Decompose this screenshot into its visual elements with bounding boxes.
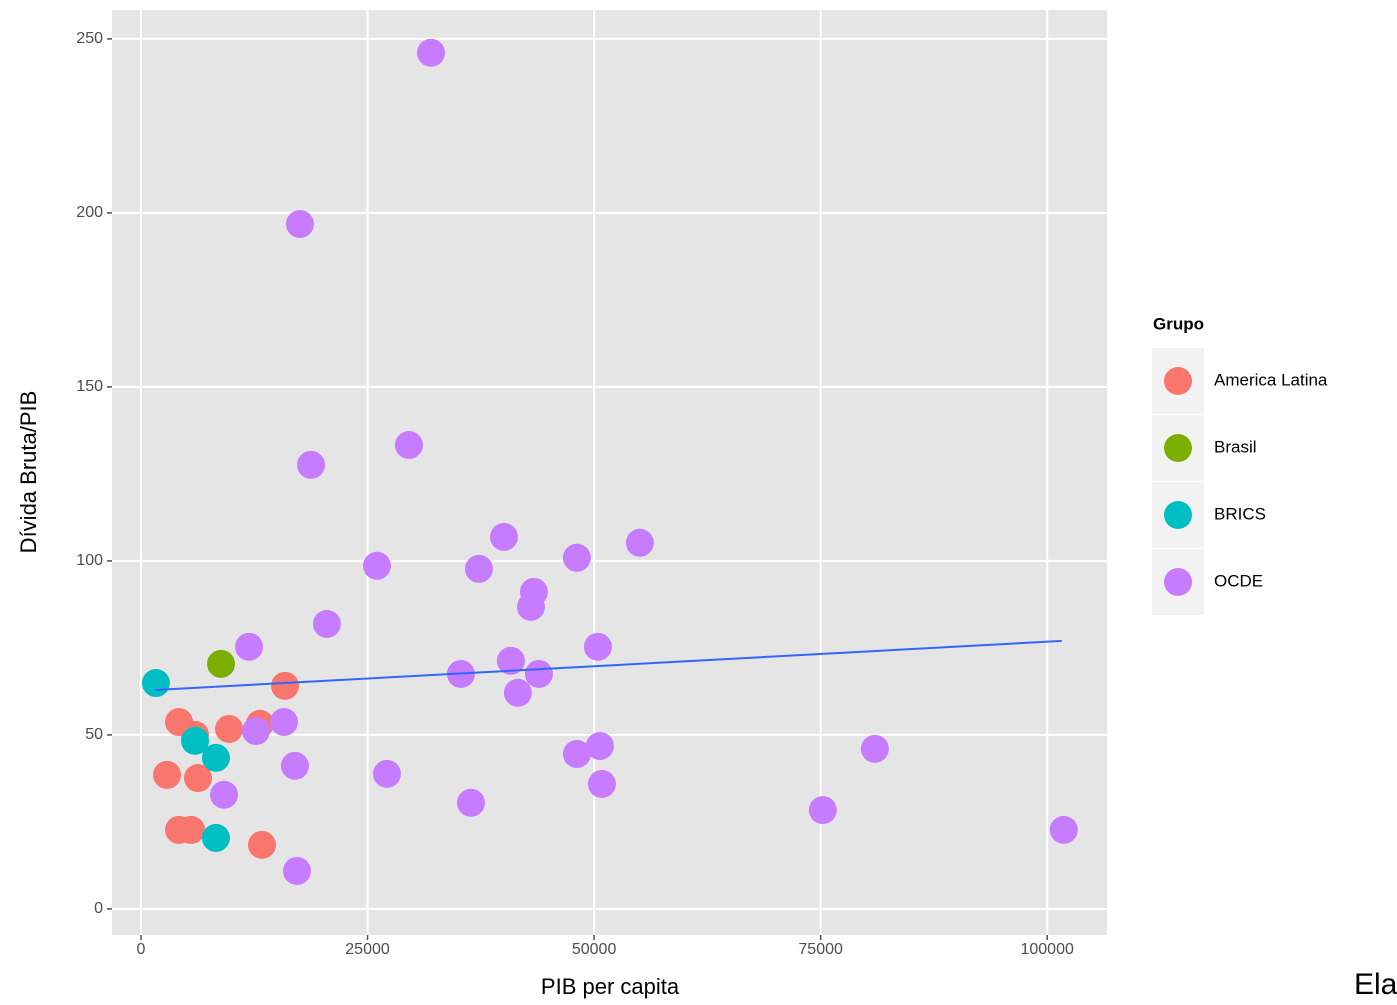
point	[269, 708, 298, 737]
y-tick-label: 50	[85, 726, 103, 743]
caption: Ela	[1354, 968, 1397, 1001]
point	[496, 646, 525, 675]
x-tick-label: 75000	[798, 941, 843, 958]
point	[241, 717, 270, 746]
point	[183, 764, 212, 793]
point	[625, 528, 654, 557]
legend-title: Grupo	[1153, 314, 1204, 333]
point	[247, 830, 276, 859]
legend-swatch	[1164, 367, 1192, 395]
point	[808, 796, 837, 825]
point	[587, 769, 616, 798]
y-tick-label: 200	[76, 204, 103, 221]
point	[312, 609, 341, 638]
point	[456, 788, 485, 817]
point	[270, 671, 299, 700]
point	[394, 431, 423, 460]
point	[297, 450, 325, 479]
point	[285, 210, 314, 239]
point	[201, 743, 230, 772]
y-tick-label: 150	[76, 378, 103, 395]
point	[362, 551, 391, 580]
legend-swatch	[1164, 434, 1192, 462]
point	[503, 678, 532, 707]
point	[524, 659, 553, 688]
legend-label: Brasil	[1214, 437, 1257, 456]
point	[141, 669, 170, 698]
plot-panel	[112, 10, 1107, 935]
point	[181, 726, 210, 755]
y-tick-label: 100	[76, 552, 103, 569]
point	[1049, 815, 1078, 844]
point	[860, 734, 889, 763]
point	[207, 649, 236, 678]
point	[416, 38, 445, 67]
point	[210, 780, 239, 809]
point	[153, 760, 182, 789]
x-tick-label: 50000	[572, 941, 617, 958]
x-tick-label: 100000	[1020, 941, 1073, 958]
point	[516, 592, 545, 621]
point	[235, 632, 264, 661]
point	[177, 815, 206, 844]
y-tick-label: 250	[76, 30, 103, 47]
point	[562, 543, 591, 572]
point	[489, 522, 518, 551]
point	[372, 759, 401, 788]
point	[280, 751, 309, 780]
point	[585, 732, 614, 761]
trend-line	[154, 639, 1062, 692]
point	[282, 856, 311, 885]
legend-swatch	[1164, 501, 1192, 529]
y-axis-title: Dívida Bruta/PIB	[16, 391, 41, 554]
x-tick-label: 25000	[345, 941, 390, 958]
legend-swatch	[1164, 568, 1192, 596]
point	[464, 554, 493, 583]
point	[562, 740, 591, 769]
y-tick-label: 0	[94, 900, 103, 917]
point	[214, 714, 243, 743]
legend-label: America Latina	[1214, 370, 1328, 389]
point	[583, 632, 612, 661]
x-axis-title: PIB per capita	[541, 974, 680, 999]
legend-label: OCDE	[1214, 571, 1263, 590]
x-tick-label: 0	[137, 941, 146, 958]
point	[201, 823, 230, 852]
legend-label: BRICS	[1214, 504, 1266, 523]
